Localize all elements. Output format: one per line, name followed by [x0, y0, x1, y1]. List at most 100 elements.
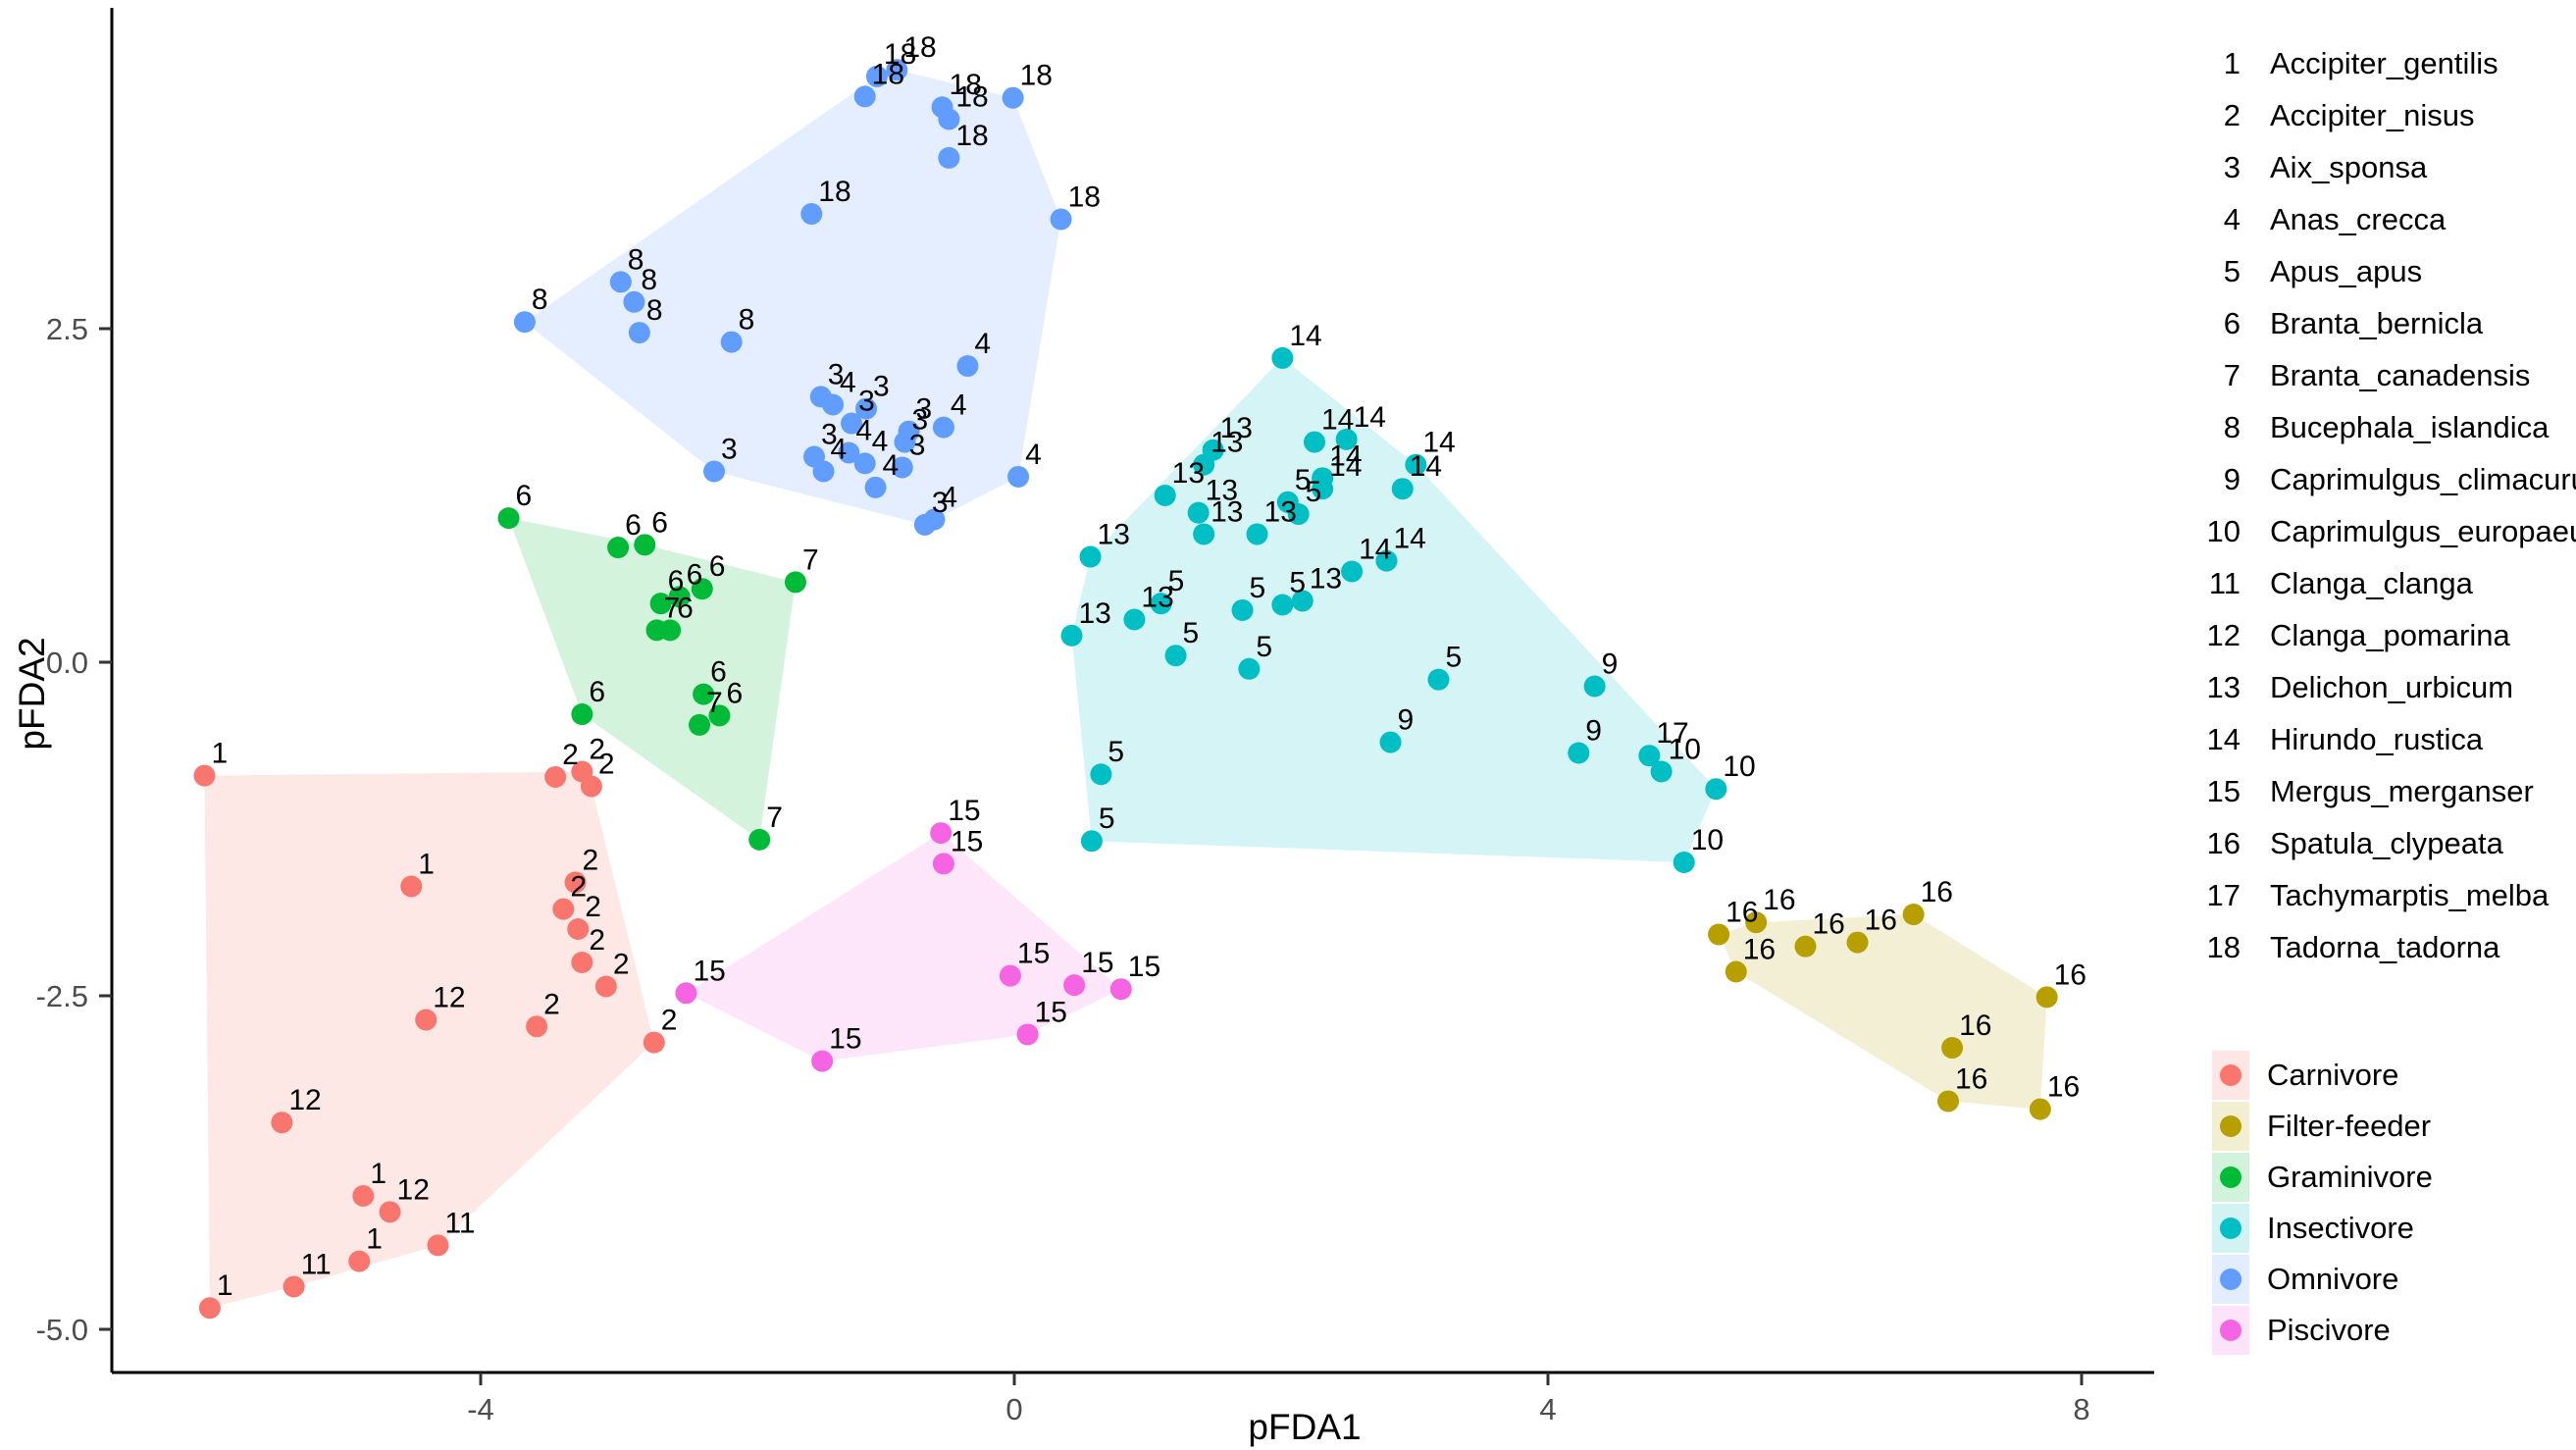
species-legend-name: Hirundo_rustica: [2270, 721, 2484, 756]
data-point-species-15: [675, 982, 697, 1005]
point-label-species-14: 14: [1422, 427, 1455, 459]
data-point-species-14: [1341, 560, 1364, 583]
data-point-species-4: [812, 460, 835, 483]
point-label-species-6: 6: [687, 558, 703, 591]
species-legend-name: Accipiter_gentilis: [2270, 45, 2499, 80]
species-legend-item: 13 Delichon_urbicum: [2197, 661, 2576, 713]
species-legend-number: 7: [2223, 357, 2241, 392]
species-legend-item: 15 Mergus_merganser: [2197, 765, 2576, 817]
point-label-species-1: 1: [217, 1269, 233, 1302]
point-label-species-18: 18: [955, 120, 988, 152]
data-point-species-8: [628, 322, 650, 344]
data-point-species-16: [1745, 911, 1768, 934]
data-point-species-18: [800, 203, 823, 226]
hull-piscivore: [686, 833, 1121, 1062]
point-label-species-2: 2: [589, 924, 605, 957]
data-point-species-1: [193, 764, 216, 787]
data-point-species-14: [1304, 431, 1325, 453]
species-legend-item: 1 Accipiter_gentilis: [2197, 37, 2576, 89]
data-point-species-11: [283, 1275, 305, 1298]
data-point-species-16: [1902, 904, 1925, 926]
data-point-species-2: [580, 775, 602, 798]
data-point-species-5: [1287, 503, 1310, 526]
species-legend-item: 14 Hirundo_rustica: [2197, 713, 2576, 765]
data-point-species-6: [668, 586, 691, 608]
data-point-species-8: [513, 311, 536, 334]
point-label-species-3: 3: [858, 386, 875, 418]
data-point-species-11: [427, 1234, 449, 1257]
point-label-species-14: 14: [1393, 523, 1425, 555]
diet-legend-item: Filter-feeder: [2212, 1101, 2433, 1152]
species-legend-number: 14: [2206, 721, 2241, 756]
data-point-species-14: [1312, 478, 1334, 500]
point-label-species-2: 2: [570, 871, 587, 904]
species-legend-name: Clanga_pomarina: [2270, 617, 2510, 652]
point-label-species-4: 4: [872, 425, 889, 457]
data-point-species-6: [649, 593, 672, 615]
x-tick-label: -4: [467, 1392, 494, 1426]
data-point-species-16: [1937, 1090, 1959, 1113]
point-label-species-9: 9: [1602, 647, 1619, 680]
point-label-species-18: 18: [955, 80, 988, 113]
point-label-species-5: 5: [1108, 736, 1124, 768]
data-point-species-4: [932, 416, 954, 439]
point-label-species-8: 8: [739, 304, 755, 337]
point-label-species-14: 14: [1329, 450, 1362, 483]
species-legend-name: Tachymarptis_melba: [2270, 877, 2550, 912]
species-legend-name: Accipiter_nisus: [2270, 97, 2475, 132]
data-point-species-13: [1079, 545, 1102, 568]
point-label-species-4: 4: [840, 367, 856, 399]
point-label-species-2: 2: [562, 739, 579, 771]
point-label-species-18: 18: [950, 69, 982, 101]
point-label-species-14: 14: [1321, 404, 1354, 437]
data-point-species-4: [1007, 465, 1030, 488]
point-label-species-13: 13: [1264, 495, 1297, 528]
data-point-species-1: [352, 1185, 375, 1207]
data-point-species-2: [552, 898, 575, 920]
data-point-species-5: [1150, 593, 1172, 615]
point-label-species-15: 15: [829, 1023, 861, 1056]
point-label-species-9: 9: [1585, 714, 1602, 747]
data-point-species-10: [1650, 760, 1673, 783]
data-point-species-17: [1638, 745, 1661, 767]
diet-legend-key: [2212, 1255, 2249, 1304]
diet-legend-key: [2212, 1102, 2249, 1151]
species-legend-item: 11 Clanga_clanga: [2197, 557, 2576, 609]
point-label-species-9: 9: [1398, 704, 1415, 737]
data-point-species-5: [1238, 657, 1261, 680]
data-point-species-12: [379, 1201, 401, 1223]
data-point-species-13: [1193, 453, 1215, 476]
point-label-species-17: 17: [1656, 717, 1688, 750]
species-legend-name: Caprimulgus_climacurus: [2270, 461, 2576, 496]
species-legend-name: Delichon_urbicum: [2270, 669, 2514, 704]
species-legend-item: 16 Spatula_clypeata: [2197, 817, 2576, 869]
species-legend-item: 2 Accipiter_nisus: [2197, 89, 2576, 141]
species-legend-item: 6 Branta_bernicla: [2197, 297, 2576, 349]
diet-legend-item: Omnivore: [2212, 1254, 2433, 1305]
point-label-species-6: 6: [651, 506, 668, 539]
data-point-species-16: [1708, 923, 1730, 946]
point-label-species-3: 3: [873, 371, 890, 403]
diet-legend-item: Graminivore: [2212, 1152, 2433, 1203]
species-legend-item: 17 Tachymarptis_melba: [2197, 869, 2576, 921]
species-legend-number: 8: [2223, 409, 2241, 444]
point-label-species-2: 2: [661, 1005, 678, 1037]
point-label-species-15: 15: [1017, 938, 1050, 970]
data-point-species-2: [526, 1015, 548, 1038]
data-point-species-2: [567, 918, 590, 940]
data-point-species-6: [693, 683, 715, 705]
data-point-species-15: [1016, 1023, 1039, 1046]
point-label-species-18: 18: [1068, 181, 1101, 213]
point-label-species-2: 2: [543, 988, 560, 1020]
point-label-species-15: 15: [1035, 996, 1067, 1028]
species-legend-number: 15: [2206, 773, 2241, 808]
data-point-species-9: [1583, 675, 1606, 698]
species-legend-number: 4: [2223, 201, 2241, 236]
point-label-species-16: 16: [1743, 934, 1776, 966]
diet-legend-dot-icon: [2220, 1064, 2241, 1086]
species-legend-item: 10 Caprimulgus_europaeus: [2197, 505, 2576, 557]
y-tick-label: 2.5: [46, 312, 88, 346]
point-label-species-8: 8: [641, 264, 657, 296]
species-legend-number: 10: [2206, 513, 2241, 548]
